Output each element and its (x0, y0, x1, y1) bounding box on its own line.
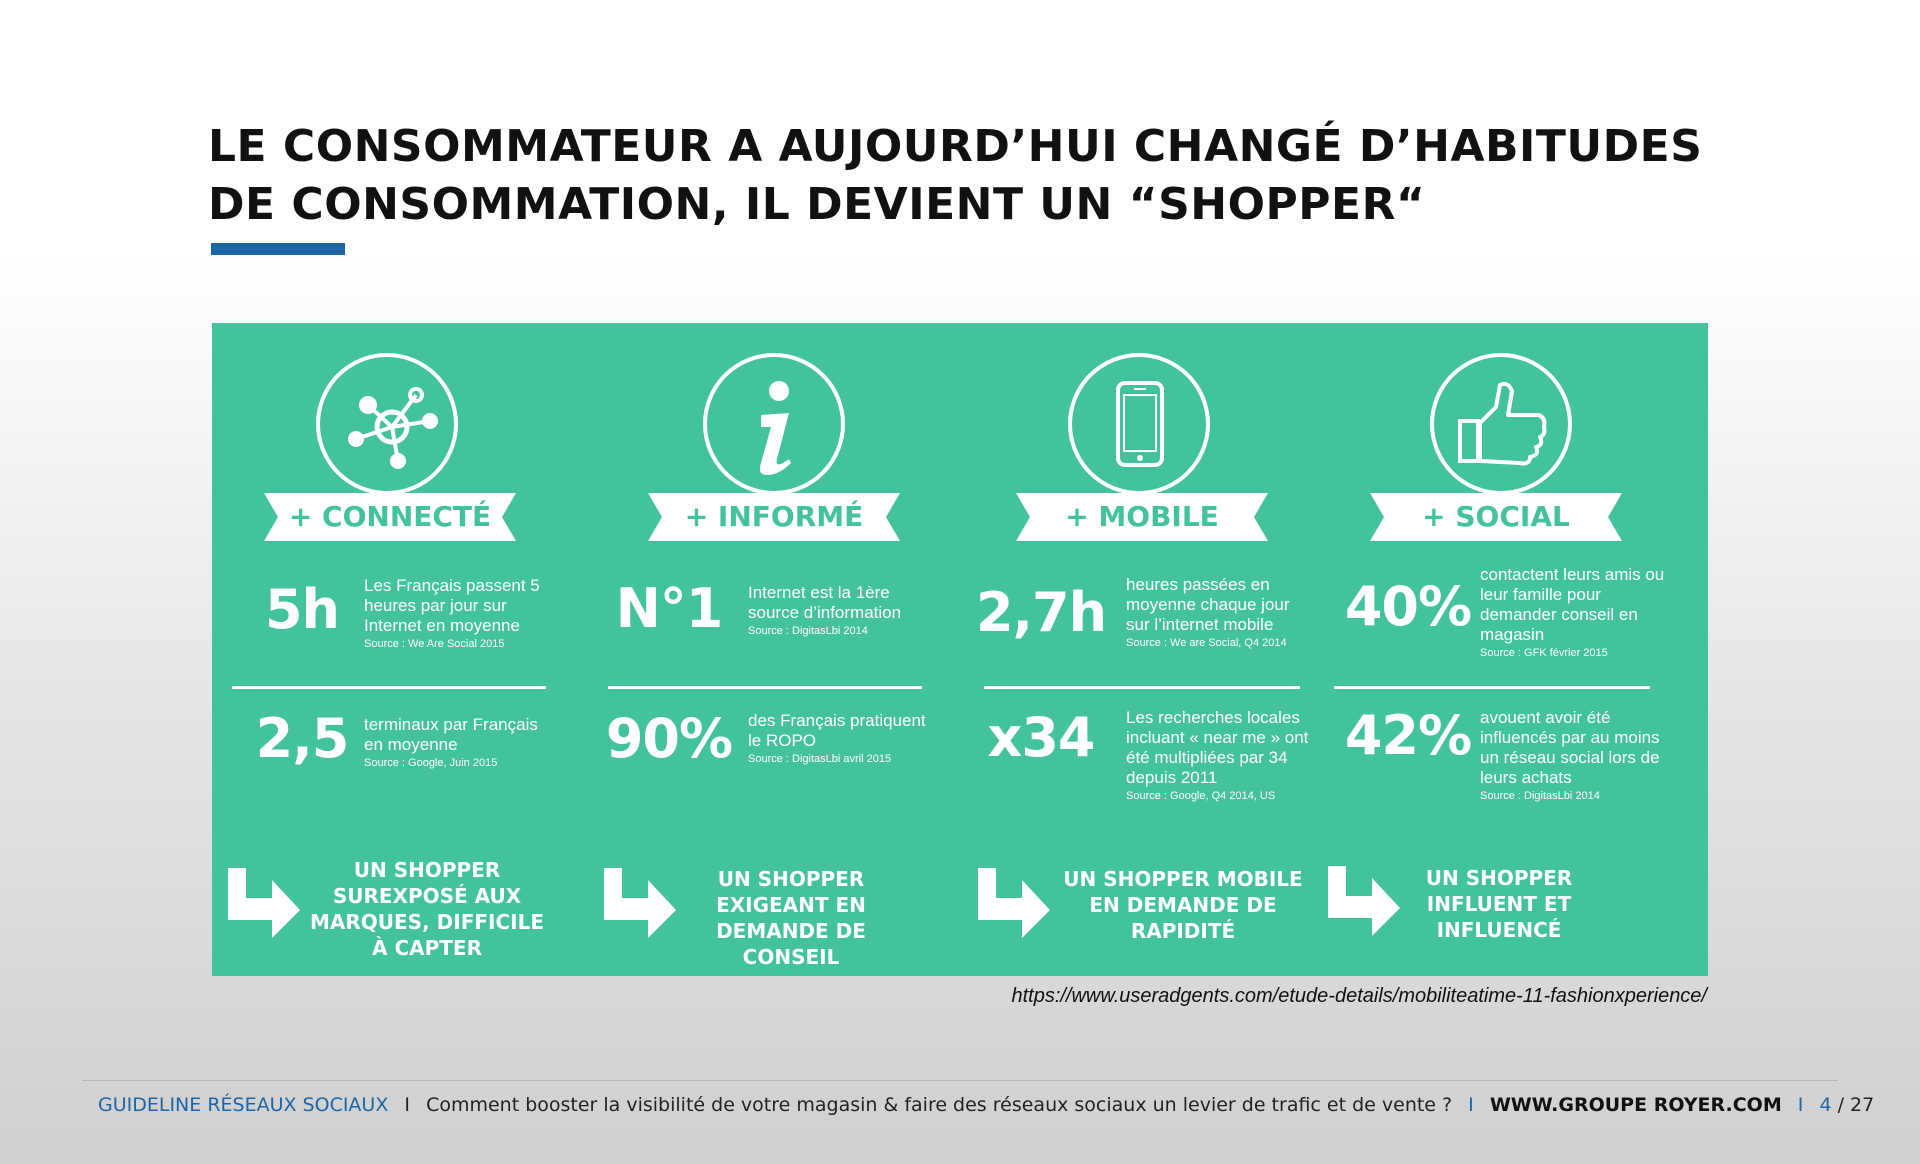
stat-value: x34 (987, 706, 1096, 769)
stat-description: Internet est la 1ère source d’informatio… (748, 583, 928, 638)
stat-source: Source : We are Social, Q4 2014 (1126, 637, 1287, 649)
conclusion-text: UN SHOPPER INFLUENT ET INFLUENCÉ (1425, 866, 1573, 942)
stat-description: contactent leurs amis ou leur famille po… (1480, 565, 1680, 660)
footer-subtitle: Comment booster la visibilité de votre m… (426, 1094, 1453, 1116)
stat-source: Source : DigitasLbi 2014 (1480, 790, 1600, 802)
column-informe: + INFORMÉ N°1 Internet est la 1ère sourc… (586, 323, 960, 976)
page-total: / 27 (1837, 1094, 1875, 1116)
source-link[interactable]: https://www.useradgents.com/etude-detail… (1011, 985, 1707, 1007)
stat-value: 5h (264, 578, 340, 641)
stat-description: Les recherches locales incluant « near m… (1126, 708, 1316, 803)
ribbon-label: + CONNECTÉ (288, 500, 492, 533)
thumbs-up-icon (1430, 353, 1572, 495)
ribbon-mobile: + MOBILE (1016, 493, 1268, 541)
footer: GUIDELINE RÉSEAUX SOCIAUX I Comment boos… (98, 1094, 1874, 1116)
divider (608, 686, 922, 689)
divider (232, 686, 546, 689)
footer-divider (82, 1080, 1838, 1081)
conclusion-text: UN SHOPPER MOBILE EN DEMANDE DE RAPIDITÉ (1063, 867, 1303, 943)
divider (984, 686, 1300, 689)
stat-source: Source : GFK février 2015 (1480, 647, 1608, 659)
stat-source: Source : DigitasLbi 2014 (748, 625, 868, 637)
ribbon-connecte: + CONNECTÉ (264, 493, 516, 541)
stat-value: 40% (1344, 575, 1472, 638)
ribbon-label: + SOCIAL (1422, 500, 1570, 533)
conclusion-text: UN SHOPPER EXIGEANT EN DEMANDE DE CONSEI… (716, 867, 866, 969)
column-connecte: + CONNECTÉ 5h Les Français passent 5 heu… (212, 323, 586, 976)
turn-arrow-icon (604, 868, 676, 938)
stat-description: des Français pratiquent le ROPO Source :… (748, 711, 928, 766)
stat-value: 2,7h (975, 581, 1107, 644)
stat-description: Les Français passent 5 heures par jour s… (364, 576, 556, 651)
divider (1334, 686, 1650, 689)
stat-value: 2,5 (255, 707, 350, 770)
stat-source: Source : Google, Juin 2015 (364, 757, 498, 769)
title-underline (211, 243, 345, 255)
ribbon-informe: + INFORMÉ (648, 493, 900, 541)
stat-value: 42% (1344, 704, 1472, 767)
column-mobile: + MOBILE 2,7h heures passées en moyenne … (960, 323, 1334, 976)
stat-description: avouent avoir été influencés par au moin… (1480, 708, 1680, 803)
turn-arrow-icon (1328, 866, 1400, 936)
info-icon (703, 353, 845, 495)
network-icon (316, 353, 458, 495)
turn-arrow-icon (978, 868, 1050, 938)
stat-source: Source : DigitasLbi avril 2015 (748, 753, 892, 765)
footer-separator: I (404, 1094, 411, 1116)
ribbon-label: + INFORMÉ (684, 500, 864, 533)
stat-description: terminaux par Français en moyenne Source… (364, 715, 556, 770)
stat-value: 90% (605, 707, 733, 770)
conclusion-text: UN SHOPPER SUREXPOSÉ AUX MARQUES, DIFFIC… (310, 858, 544, 960)
stat-value: N°1 (615, 577, 724, 640)
turn-arrow-icon (228, 868, 300, 938)
footer-separator: I (1797, 1094, 1804, 1116)
title-line-2: DE CONSOMMATION, IL DEVIENT UN “SHOPPER“ (208, 179, 1426, 230)
stat-source: Source : Google, Q4 2014, US (1126, 790, 1276, 802)
ribbon-social: + SOCIAL (1370, 493, 1622, 541)
stat-description: heures passées en moyenne chaque jour su… (1126, 575, 1316, 650)
footer-separator: I (1468, 1094, 1474, 1116)
title-line-1: LE CONSOMMATEUR A AUJOURD’HUI CHANGÉ D’H… (208, 121, 1703, 172)
stat-source: Source : We Are Social 2015 (364, 638, 505, 650)
infographic-panel: + CONNECTÉ 5h Les Français passent 5 heu… (212, 323, 1708, 976)
footer-website[interactable]: WWW.GROUPE ROYER.COM (1489, 1094, 1782, 1116)
page-title: LE CONSOMMATEUR A AUJOURD’HUI CHANGÉ D’H… (208, 118, 1768, 234)
smartphone-icon (1068, 353, 1210, 495)
ribbon-label: + MOBILE (1065, 500, 1219, 533)
column-social: + SOCIAL 40% contactent leurs amis ou le… (1328, 323, 1708, 976)
page-number: 4 (1819, 1094, 1832, 1116)
footer-brand: GUIDELINE RÉSEAUX SOCIAUX (98, 1094, 389, 1116)
